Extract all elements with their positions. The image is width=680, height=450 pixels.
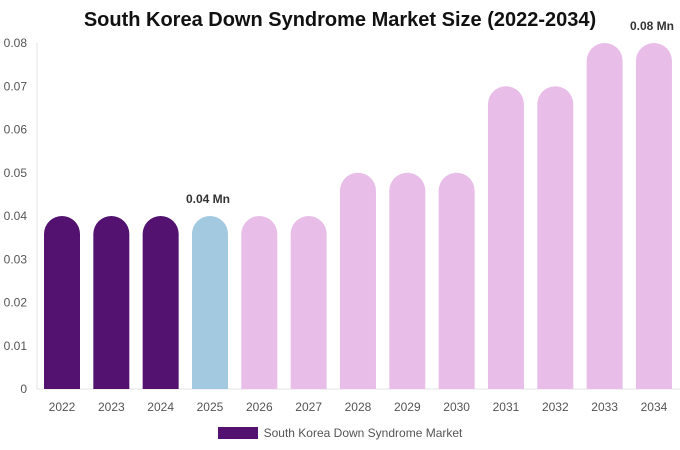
bar-2031	[487, 86, 524, 390]
bar-2033	[586, 43, 623, 389]
x-tick-label: 2033	[591, 400, 618, 414]
y-tick-label: 0.08	[4, 36, 28, 50]
bar-2032	[537, 86, 574, 389]
data-labels: 0.04 Mn 0.08 Mn	[186, 19, 674, 206]
data-label: 0.04 Mn	[186, 192, 230, 206]
x-tick-label: 2027	[295, 400, 322, 414]
bar-2034	[635, 43, 672, 389]
x-tick-label: 2029	[394, 400, 421, 414]
y-tick-label: 0.04	[4, 209, 28, 223]
y-tick-label: 0.06	[4, 123, 28, 137]
legend: South Korea Down Syndrome Market	[0, 426, 680, 440]
y-tick-label: 0.05	[4, 166, 28, 180]
y-axis-ticks: 0 0.01 0.02 0.03 0.04 0.05 0.06 0.07 0.08	[4, 36, 28, 396]
x-tick-label: 2024	[147, 400, 174, 414]
x-tick-label: 2028	[345, 400, 372, 414]
x-tick-label: 2030	[443, 400, 470, 414]
bar-2029	[389, 172, 426, 389]
x-tick-label: 2032	[542, 400, 569, 414]
bar-2030	[438, 172, 475, 389]
x-tick-label: 2025	[197, 400, 224, 414]
y-tick-label: 0	[20, 382, 27, 396]
bar-2024	[142, 216, 179, 389]
data-label: 0.08 Mn	[630, 19, 674, 33]
x-tick-label: 2022	[49, 400, 76, 414]
bar-2027	[290, 216, 327, 389]
y-tick-label: 0.03	[4, 252, 28, 266]
chart-title: South Korea Down Syndrome Market Size (2…	[83, 9, 597, 31]
bar-2025	[191, 216, 228, 389]
y-tick-label: 0.02	[4, 296, 28, 310]
bar-2026	[241, 216, 278, 389]
x-tick-label: 2026	[246, 400, 273, 414]
x-tick-label: 2034	[641, 400, 668, 414]
y-tick-label: 0.07	[4, 79, 28, 93]
bar-2023	[93, 216, 130, 389]
bars	[44, 43, 672, 390]
legend-label: South Korea Down Syndrome Market	[263, 426, 463, 440]
y-tick-label: 0.01	[4, 339, 28, 353]
bar-2022	[44, 216, 80, 389]
legend-swatch	[217, 427, 258, 439]
x-axis-ticks: 2022 2023 2024 2025 2026 2027 2028 2029 2030 2031…	[49, 400, 668, 414]
x-tick-label: 2031	[493, 400, 520, 414]
x-tick-label: 2023	[98, 400, 125, 414]
bar-2028	[339, 172, 376, 389]
